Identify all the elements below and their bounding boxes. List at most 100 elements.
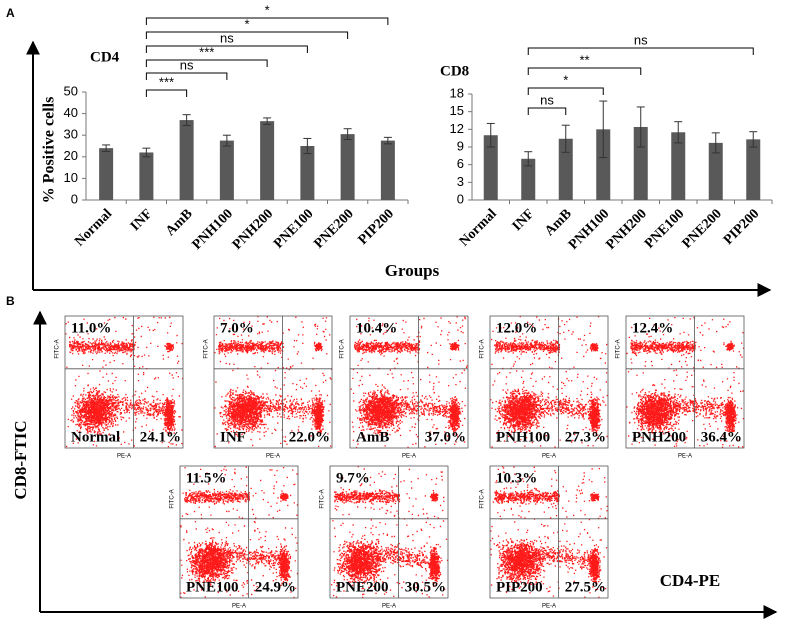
flow-events bbox=[180, 466, 299, 599]
x-tick-label: PIP200 bbox=[356, 206, 397, 247]
plot-x-axis: PE-A bbox=[542, 454, 556, 460]
error-bar bbox=[263, 117, 272, 125]
significance-bracket bbox=[145, 45, 308, 53]
bar bbox=[300, 146, 315, 200]
plot-name: PNH100 bbox=[496, 429, 550, 445]
x-tick-label: PNH200 bbox=[230, 206, 276, 252]
x-tick-label: Normal bbox=[457, 206, 500, 249]
significance-label: ** bbox=[579, 52, 589, 67]
chart-title: CD8 bbox=[440, 63, 469, 79]
bar bbox=[380, 140, 395, 200]
flow-plot-frame bbox=[64, 315, 184, 449]
error-bar bbox=[599, 100, 608, 159]
quadrant-lower-right: 24.9% bbox=[255, 579, 296, 595]
y-tick-label: 50 bbox=[64, 83, 78, 98]
flow-events bbox=[490, 466, 608, 598]
quadrant-lower-right: 22.0% bbox=[289, 429, 330, 445]
panel-label: A bbox=[6, 6, 15, 20]
plot-y-axis: FITC-A bbox=[480, 489, 486, 508]
bar bbox=[260, 121, 275, 200]
flow-events bbox=[490, 316, 608, 448]
bar bbox=[671, 132, 686, 200]
x-tick-label: Normal bbox=[72, 206, 115, 249]
bar bbox=[99, 148, 114, 200]
y-tick-label: 0 bbox=[71, 191, 78, 206]
plot-name: Normal bbox=[71, 429, 120, 445]
error-bar bbox=[561, 124, 570, 153]
error-bar bbox=[222, 134, 231, 147]
plot-x-axis: PE-A bbox=[402, 454, 416, 460]
plot-name: PNE200 bbox=[336, 579, 389, 595]
y-tick-label: 6 bbox=[457, 156, 464, 171]
y-tick-label: 9 bbox=[457, 138, 464, 153]
quadrant-upper-left: 11.0% bbox=[71, 320, 111, 336]
significance-label: ns bbox=[540, 92, 554, 107]
plot-x-axis: PE-A bbox=[266, 454, 280, 460]
x-tick-label: PNE200 bbox=[311, 206, 356, 251]
x-tick-label: PIP200 bbox=[721, 206, 762, 247]
error-bar bbox=[749, 131, 758, 148]
bar bbox=[483, 135, 498, 200]
significance-bracket bbox=[527, 87, 604, 95]
significance-bracket bbox=[145, 89, 188, 97]
flow-plot-frame bbox=[213, 315, 333, 449]
x-tick-label: AmB bbox=[542, 206, 575, 239]
error-bar bbox=[303, 137, 312, 155]
bar bbox=[633, 126, 648, 200]
plot-name: AmB bbox=[356, 429, 389, 445]
flow-events bbox=[65, 316, 184, 448]
plot-name: INF bbox=[220, 429, 246, 445]
significance-label: ns bbox=[220, 30, 234, 45]
error-bar bbox=[343, 128, 352, 141]
panel-label: B bbox=[6, 294, 15, 308]
x-tick-label: PNH200 bbox=[603, 206, 649, 252]
x-tick-label: INF bbox=[510, 206, 538, 234]
error-bar bbox=[142, 147, 151, 158]
quadrant-lower-right: 27.5% bbox=[565, 579, 606, 595]
bar bbox=[596, 129, 611, 200]
quadrant-lower-right: 30.5% bbox=[405, 579, 446, 595]
plot-y-axis: FITC-A bbox=[480, 339, 486, 358]
x-tick-label: PNE100 bbox=[642, 206, 687, 251]
significance-label: ns bbox=[634, 32, 648, 47]
plot-y-axis: FITC-A bbox=[340, 339, 346, 358]
x-axis-label: CD4-PE bbox=[660, 571, 720, 590]
bar bbox=[340, 134, 355, 200]
y-tick-label: 0 bbox=[457, 191, 464, 206]
flow-plot-frame bbox=[329, 465, 449, 599]
plot-name: PIP200 bbox=[496, 579, 543, 595]
plot-x-axis: PE-A bbox=[232, 604, 246, 610]
plot-x-axis: PE-A bbox=[678, 454, 692, 460]
error-bar bbox=[674, 121, 683, 144]
significance-label: *** bbox=[199, 44, 214, 59]
significance-bracket bbox=[145, 17, 389, 25]
flow-plot-frame bbox=[349, 315, 469, 449]
significance-bracket bbox=[527, 107, 567, 115]
quadrant-upper-left: 9.7% bbox=[336, 470, 370, 486]
plot-x-axis: PE-A bbox=[382, 604, 396, 610]
plot-name: PNH200 bbox=[632, 429, 686, 445]
quadrant-lower-right: 37.0% bbox=[425, 429, 466, 445]
bar bbox=[179, 120, 194, 200]
plot-y-axis: FITC-A bbox=[170, 489, 176, 508]
error-bar bbox=[182, 114, 191, 126]
error-bar bbox=[711, 132, 720, 154]
plot-y-axis: FITC-A bbox=[55, 339, 61, 358]
quadrant-lower-right: 36.4% bbox=[701, 429, 742, 445]
significance-label: * bbox=[563, 72, 568, 87]
significance-label: *** bbox=[159, 74, 174, 89]
significance-bracket bbox=[527, 67, 642, 75]
y-tick-label: 20 bbox=[64, 148, 78, 163]
flow-events bbox=[350, 316, 468, 449]
bar bbox=[219, 140, 234, 200]
quadrant-upper-left: 12.4% bbox=[632, 320, 673, 336]
error-bar bbox=[636, 106, 645, 148]
y-tick-label: 3 bbox=[457, 174, 464, 189]
plot-y-axis: FITC-A bbox=[616, 339, 622, 358]
plot-y-axis: FITC-A bbox=[204, 339, 210, 358]
quadrant-lower-right: 27.3% bbox=[565, 429, 606, 445]
quadrant-lower-right: 24.1% bbox=[140, 429, 181, 445]
y-tick-label: 12 bbox=[450, 121, 464, 136]
quadrant-upper-left: 11.5% bbox=[186, 470, 226, 486]
